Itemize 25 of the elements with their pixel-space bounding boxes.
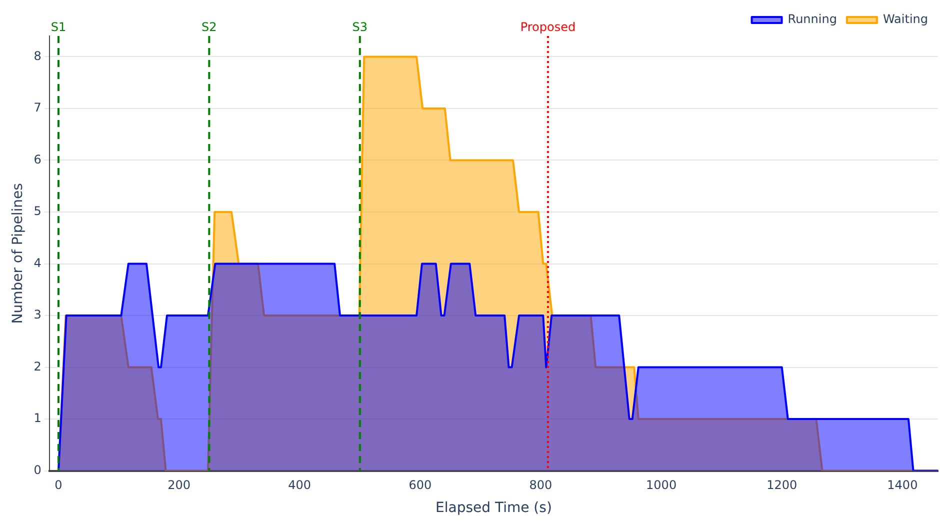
legend-label: Running <box>788 12 837 26</box>
x-tick-label: 1000 <box>646 478 677 492</box>
x-tick-label: 1400 <box>887 478 918 492</box>
x-axis-title: Elapsed Time (s) <box>436 500 552 516</box>
y-tick-label: 5 <box>34 204 42 218</box>
x-tick-label: 600 <box>408 478 432 492</box>
y-tick-label: 4 <box>34 256 42 270</box>
x-tick-label: 400 <box>288 478 312 492</box>
x-tick-label: 800 <box>529 478 552 492</box>
legend-label: Waiting <box>882 12 928 26</box>
ref-line-label: S2 <box>202 20 217 34</box>
x-tick-label: 200 <box>168 478 190 492</box>
ref-line-label: S3 <box>352 20 368 34</box>
y-axis-title: Number of Pipelines <box>10 183 26 324</box>
y-tick-label: 2 <box>34 359 42 374</box>
y-tick-label: 8 <box>34 48 42 63</box>
x-tick-label: 1200 <box>766 478 798 492</box>
y-tick-label: 6 <box>34 152 42 166</box>
x-tick-label: 0 <box>54 478 62 492</box>
y-tick-label: 3 <box>34 308 42 322</box>
y-tick-label: 7 <box>34 100 42 115</box>
ref-line-label: S1 <box>50 20 66 34</box>
ref-line-label: Proposed <box>520 20 576 34</box>
y-tick-label: 0 <box>34 462 42 477</box>
y-tick-label: 1 <box>34 411 42 426</box>
